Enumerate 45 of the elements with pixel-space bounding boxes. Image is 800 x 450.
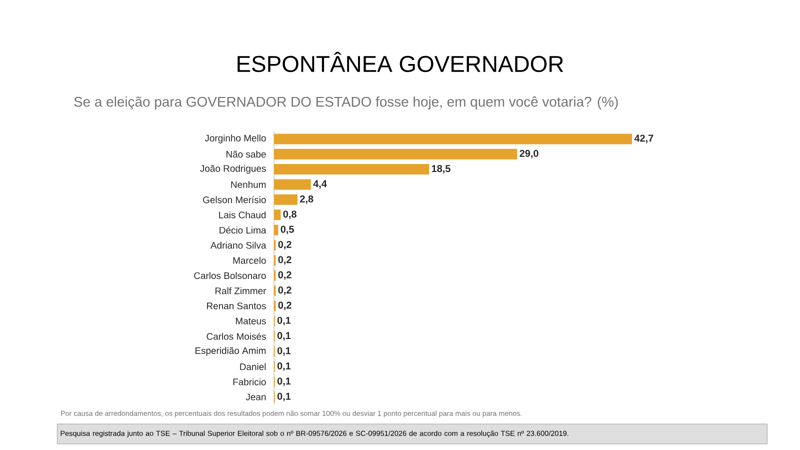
data-label: 0,1	[277, 347, 291, 356]
chart-title: ESPONTÂNEA GOVERNADOR	[238, 52, 564, 72]
data-label: 4,4	[313, 180, 327, 189]
bar	[274, 148, 518, 160]
data-label: 0,8	[283, 210, 296, 220]
y-tick-label: Lais Chaud	[219, 211, 266, 218]
y-tick-label: Adriano Silva	[210, 242, 266, 249]
bar	[274, 210, 281, 220]
y-tick-label: Carlos Bolsonaro	[194, 272, 266, 280]
data-label: 0,1	[277, 316, 291, 326]
y-tick-label: Daniel	[240, 363, 266, 370]
bar	[274, 224, 278, 236]
data-label: 0,2	[278, 271, 292, 280]
data-label: 42,7	[634, 134, 654, 144]
y-tick-label: Mateus	[236, 318, 266, 324]
chart-subtitle: Se a eleição para GOVERNADOR DO ESTADO fosse hoje, em quem você votaria? (%)	[74, 96, 618, 110]
data-label: 0,1	[277, 392, 291, 402]
y-tick-label: Jean	[246, 394, 266, 400]
y-tick-label: Gelson Merísio	[203, 196, 266, 204]
bar	[274, 164, 430, 175]
data-label: 0,2	[278, 286, 292, 295]
data-label: 0,2	[278, 240, 292, 250]
y-tick-label: Esperidião Amim	[195, 347, 266, 356]
y-tick-label: Fabricio	[233, 378, 266, 386]
y-tick-label: Jorginho Mello	[204, 134, 266, 144]
bar	[274, 194, 298, 205]
y-tick-label: Nenhum	[231, 181, 266, 188]
data-label: 0,1	[277, 332, 291, 341]
y-tick-label: Não sabe	[226, 150, 266, 158]
bar	[274, 134, 632, 144]
data-label: 0,1	[277, 378, 291, 386]
y-tick-label: Carlos Moisés	[206, 332, 266, 340]
y-tick-label: João Rodrigues	[200, 164, 266, 174]
data-label: 0,2	[278, 256, 292, 265]
data-label: 0,1	[277, 362, 291, 371]
y-tick-label: Marcelo	[233, 256, 266, 264]
bar	[274, 179, 311, 190]
y-tick-label: Décio Lima	[220, 226, 266, 234]
data-label: 18,5	[432, 165, 450, 174]
data-label: 0,5	[280, 226, 294, 234]
y-tick-label: Renan Santos	[207, 302, 266, 310]
data-label: 29,0	[520, 150, 538, 158]
y-tick-label: Ralf Zimmer	[215, 287, 266, 294]
data-label: 0,2	[278, 302, 292, 310]
data-label: 2,8	[300, 195, 314, 204]
